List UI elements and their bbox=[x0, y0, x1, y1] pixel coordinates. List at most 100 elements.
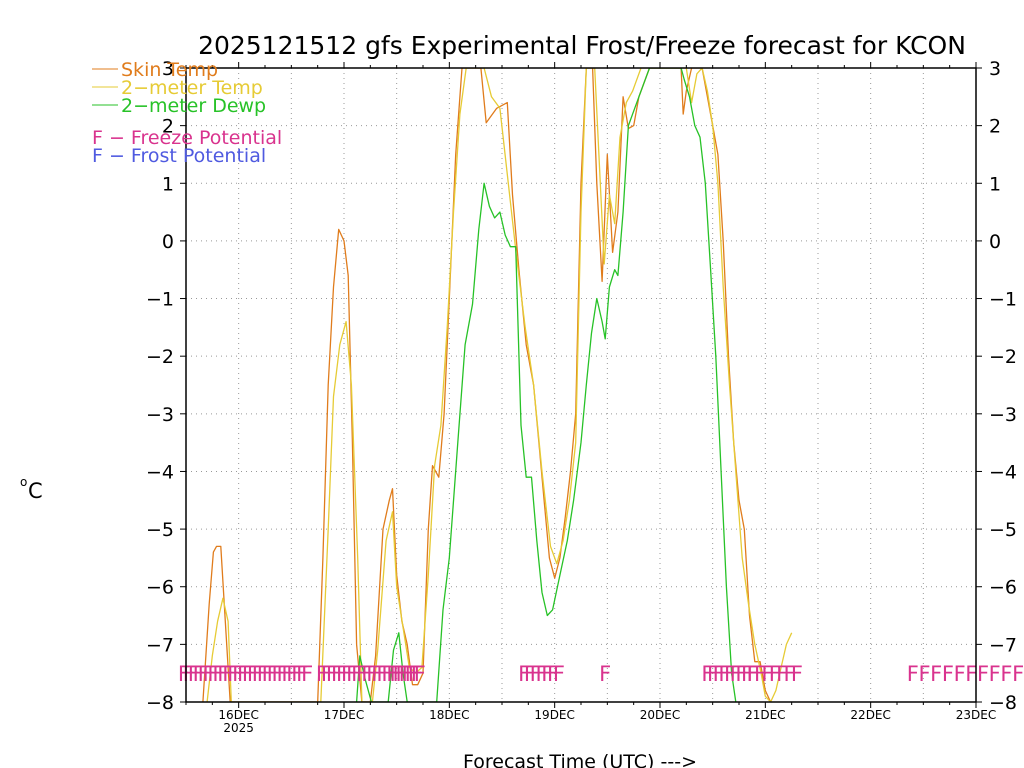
series-line-temp2m bbox=[206, 68, 793, 702]
freeze-mark: F bbox=[735, 662, 747, 686]
freeze-mark: F bbox=[411, 662, 423, 686]
freeze-mark: F bbox=[336, 662, 348, 686]
y-tick-label-right: 0 bbox=[989, 231, 1001, 253]
y-tick-label-right: −4 bbox=[989, 461, 1017, 483]
y-tick-label-right: 2 bbox=[989, 116, 1001, 138]
y-tick-label-right: −1 bbox=[989, 289, 1017, 311]
freeze-mark: F bbox=[257, 662, 269, 686]
freeze-mark: F bbox=[518, 662, 530, 686]
x-tick-label: 16DEC bbox=[218, 708, 258, 722]
y-tick-label-right: −2 bbox=[989, 346, 1017, 368]
x-tick-label: 19DEC bbox=[534, 708, 574, 722]
y-tick-label-right: −6 bbox=[989, 577, 1017, 599]
plot-frame bbox=[185, 67, 977, 703]
freeze-mark: F bbox=[791, 662, 803, 686]
chart-title: 2025121512 gfs Experimental Frost/Freeze… bbox=[198, 31, 966, 60]
y-tick-label-right: −5 bbox=[989, 519, 1017, 541]
series-line-dewp2m bbox=[355, 68, 737, 702]
y-tick-label-left: 3 bbox=[162, 58, 174, 80]
x-tick-label: 22DEC bbox=[850, 708, 890, 722]
freeze-mark: F bbox=[281, 662, 293, 686]
freeze-mark: F bbox=[907, 662, 919, 686]
freeze-mark: F bbox=[535, 662, 547, 686]
freeze-mark: F bbox=[267, 662, 279, 686]
freeze-mark: F bbox=[346, 662, 358, 686]
freeze-mark: F bbox=[326, 662, 338, 686]
legend: Skin Temp 2−meter Temp 2−meter Dewp F − … bbox=[92, 59, 282, 167]
freeze-mark: F bbox=[724, 662, 736, 686]
y-tick-label-left: −3 bbox=[146, 404, 174, 426]
freeze-mark: F bbox=[954, 662, 966, 686]
y-tick-label-left: −8 bbox=[146, 692, 174, 714]
freeze-mark: F bbox=[198, 662, 210, 686]
y-tick-label-left: 0 bbox=[162, 231, 174, 253]
freeze-mark: F bbox=[237, 662, 249, 686]
freeze-mark: F bbox=[272, 662, 284, 686]
freeze-mark: F bbox=[599, 662, 611, 686]
freeze-mark: F bbox=[202, 662, 214, 686]
freeze-mark: F bbox=[414, 662, 426, 686]
freeze-mark: F bbox=[386, 662, 398, 686]
freeze-mark: F bbox=[541, 662, 553, 686]
freeze-mark: F bbox=[392, 662, 404, 686]
freeze-mark: F bbox=[977, 662, 989, 686]
freeze-mark: F bbox=[776, 662, 788, 686]
legend-frost-potential: F − Frost Potential bbox=[92, 145, 266, 167]
freeze-mark: F bbox=[188, 662, 200, 686]
freeze-mark: F bbox=[402, 662, 414, 686]
freeze-mark: F bbox=[524, 662, 536, 686]
legend-freeze-potential: F − Freeze Potential bbox=[92, 127, 282, 149]
legend-skin-temp: Skin Temp bbox=[121, 59, 218, 81]
freeze-mark: F bbox=[381, 662, 393, 686]
freeze-mark: F bbox=[286, 662, 298, 686]
freeze-mark: F bbox=[741, 662, 753, 686]
freeze-mark: F bbox=[252, 662, 264, 686]
freeze-mark: F bbox=[321, 662, 333, 686]
freeze-mark: F bbox=[193, 662, 205, 686]
y-label-degree: o bbox=[20, 475, 27, 489]
freeze-mark: F bbox=[361, 662, 373, 686]
freeze-mark: F bbox=[769, 662, 781, 686]
freeze-mark: F bbox=[242, 662, 254, 686]
legend-2m-dewp: 2−meter Dewp bbox=[121, 95, 266, 117]
y-tick-label-left: −5 bbox=[146, 519, 174, 541]
y-label-unit: C bbox=[28, 479, 43, 503]
y-axis-label: o C bbox=[20, 475, 43, 503]
freeze-mark: F bbox=[341, 662, 353, 686]
y-tick-label-left: −2 bbox=[146, 346, 174, 368]
freeze-mark: F bbox=[754, 662, 766, 686]
x-axis-label: Forecast Time (UTC) ---> bbox=[463, 751, 697, 768]
freeze-mark: F bbox=[396, 662, 408, 686]
freeze-mark: F bbox=[547, 662, 559, 686]
freeze-mark: F bbox=[389, 662, 401, 686]
freeze-mark: F bbox=[747, 662, 759, 686]
x-tick-label: 17DEC bbox=[324, 708, 364, 722]
freeze-mark: F bbox=[718, 662, 730, 686]
legend-2m-temp: 2−meter Temp bbox=[121, 77, 263, 99]
freeze-mark: F bbox=[747, 662, 759, 686]
series-layer bbox=[202, 68, 793, 702]
freeze-mark: F bbox=[989, 662, 1001, 686]
y-tick-label-right: −8 bbox=[989, 692, 1017, 714]
freeze-mark: F bbox=[247, 662, 259, 686]
freeze-mark: F bbox=[965, 662, 977, 686]
y-tick-label-left: 2 bbox=[162, 116, 174, 138]
freeze-mark: F bbox=[366, 662, 378, 686]
axis-ticks: −8 −8 −7 −7 −6 −6 −5 −5 −4 −4 −3 −3 −2 −2 −1 −1 0 0 1 1 2 2 3 3… bbox=[146, 58, 1017, 735]
freeze-mark: F bbox=[178, 662, 190, 686]
y-tick-label-left: 1 bbox=[162, 173, 174, 195]
freeze-mark: F bbox=[784, 662, 796, 686]
freeze-mark: F bbox=[276, 662, 288, 686]
freeze-mark: F bbox=[1012, 662, 1024, 686]
freeze-mark: F bbox=[1000, 662, 1012, 686]
freeze-mark: F bbox=[405, 662, 417, 686]
freeze-mark: F bbox=[399, 662, 411, 686]
freeze-mark: F bbox=[707, 662, 719, 686]
freeze-mark: F bbox=[227, 662, 239, 686]
x-tick-label: 23DEC bbox=[956, 708, 996, 722]
y-tick-label-right: −7 bbox=[989, 634, 1017, 656]
grid-lines bbox=[186, 68, 976, 702]
freeze-mark: F bbox=[301, 662, 313, 686]
freeze-mark: F bbox=[408, 662, 420, 686]
